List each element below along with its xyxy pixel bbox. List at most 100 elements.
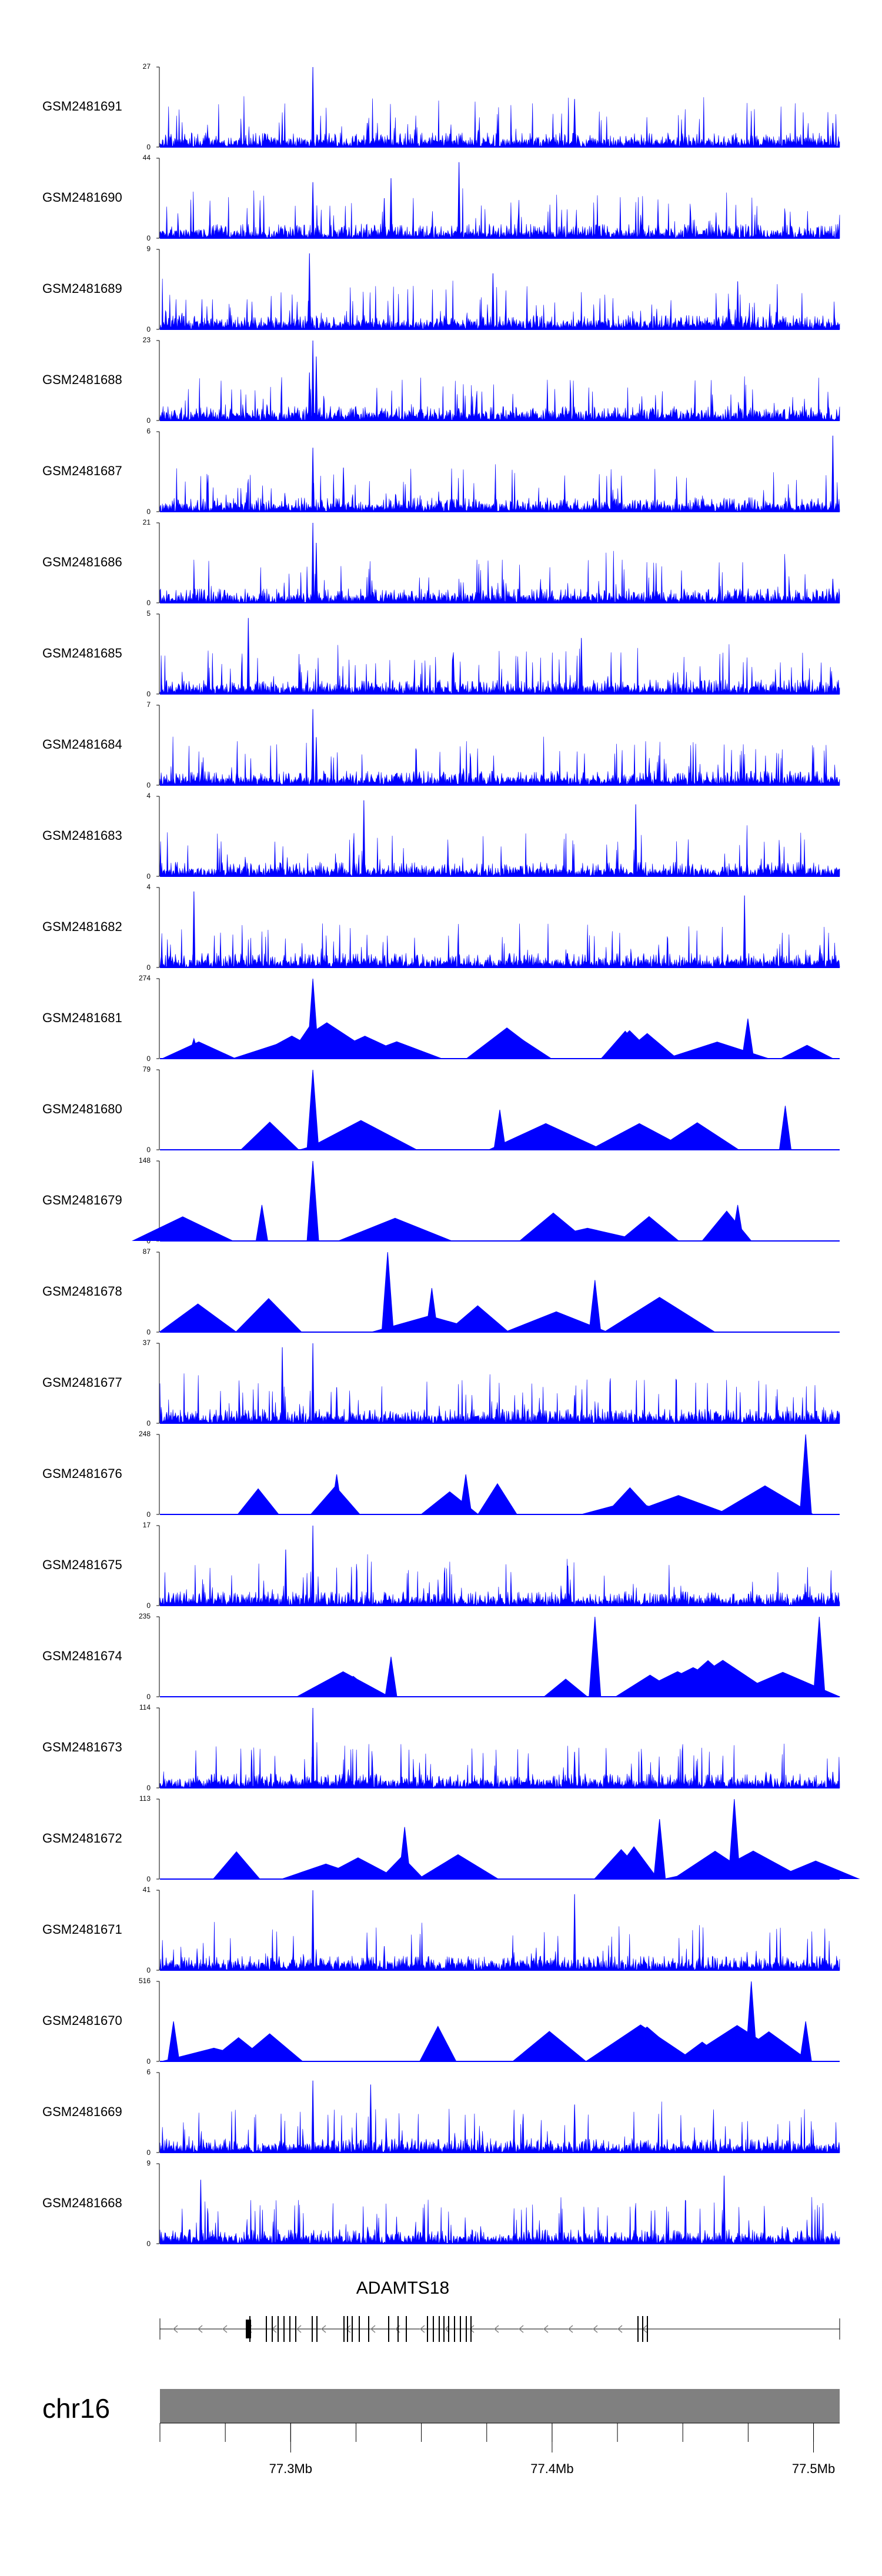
coverage-mound [419, 2026, 457, 2061]
track-label: GSM2481688 [42, 372, 122, 387]
coverage-peak [779, 1106, 792, 1150]
coverage-mound [236, 2033, 303, 2061]
coverage-peak [311, 448, 315, 512]
track-plot: 90 [146, 246, 840, 333]
track-label: GSM2481687 [42, 463, 122, 478]
y-max-label: 79 [143, 1066, 151, 1073]
track-label: GSM2481685 [42, 646, 122, 660]
gene-exon [406, 2316, 407, 2342]
gene-exon [448, 2316, 449, 2342]
gene-exon [272, 2316, 273, 2342]
track-GSM2481677: GSM2481677 37 0 [0, 1340, 882, 1431]
gene-exon [312, 2316, 313, 2342]
coverage-mound [240, 1122, 299, 1150]
y-max-label: 114 [139, 1704, 151, 1711]
strand-arrow [419, 2325, 425, 2333]
coverage-peak [366, 123, 369, 148]
track-plot: 21 0 [143, 519, 840, 607]
y-max-label: 27 [143, 64, 151, 71]
coverage-area [159, 464, 840, 512]
coverage-mound [604, 1487, 656, 1514]
coverage-peak [246, 618, 250, 695]
y-min-label: 0 [146, 1601, 151, 1610]
track-GSM2481671: GSM2481671 41 0 [0, 1887, 882, 1978]
track-label: GSM2481681 [42, 1010, 122, 1025]
track-plot: 17 0 [143, 1522, 840, 1610]
track-label: GSM2481691 [42, 99, 122, 114]
track-label: GSM2481683 [42, 828, 122, 843]
coverage-peak [799, 2021, 812, 2062]
coverage-mound [132, 1216, 234, 1241]
y-max-label: 17 [143, 1522, 151, 1529]
track-GSM2481668: GSM2481668 9 0 [0, 2160, 882, 2251]
gene-exon [278, 2316, 279, 2342]
coverage-peak [311, 182, 315, 239]
coverage-peak [398, 1827, 411, 1880]
y-max-label: 4 [146, 884, 151, 891]
track-GSM2481685: GSM2481685 5 0 [0, 610, 882, 702]
track-plot: 23 0 [143, 337, 840, 425]
coverage-peak [311, 1890, 315, 1971]
coverage-mound [593, 2031, 693, 2061]
coverage-peak [457, 162, 461, 239]
coverage-mound [350, 1041, 443, 1059]
gene-exon [433, 2316, 434, 2342]
track-GSM2481670: GSM2481670 516 0 [0, 1978, 882, 2069]
coverage-peak [311, 1525, 315, 1606]
coverage-mound [490, 1038, 552, 1059]
y-max-label: 41 [143, 1887, 151, 1894]
coverage-mound [716, 1485, 814, 1514]
gene-exon [266, 2316, 267, 2342]
y-min-label: 0 [146, 2240, 151, 2248]
chromosome-ideogram: 77.3Mb 77.4Mb 77.5Mb [0, 2388, 882, 2505]
track-label: GSM2481680 [42, 1102, 122, 1116]
coverage-area [159, 644, 840, 695]
track-label: GSM2481675 [42, 1557, 122, 1572]
coverage-peak [369, 2084, 372, 2153]
coverage-area [159, 278, 840, 330]
track-GSM2481690: GSM2481690 44 0 [0, 155, 882, 246]
y-min-label: 0 [146, 1693, 151, 1701]
gene-model-svg: ADAMTS18 [159, 2278, 840, 2342]
x-tick-label: 77.4Mb [530, 2461, 573, 2476]
x-tick-label: 77.5Mb [792, 2461, 835, 2476]
y-max-label: 9 [146, 2160, 151, 2167]
coverage-peak [311, 1707, 315, 1788]
coverage-peak [722, 2175, 726, 2244]
coverage-area [159, 188, 840, 239]
coverage-mound [700, 1850, 806, 1879]
x-tick-label: 77.3Mb [269, 2461, 312, 2476]
y-min-label: 0 [146, 1055, 151, 1063]
y-min-label: 0 [146, 1328, 151, 1336]
coverage-peak [284, 1549, 288, 1606]
y-min-label: 0 [146, 1966, 151, 1974]
coverage-mound [780, 1045, 834, 1059]
coverage-peak [311, 522, 315, 603]
coverage-peak [573, 1894, 576, 1971]
strand-arrow [222, 2325, 228, 2333]
y-max-label: 113 [139, 1796, 151, 1803]
coverage-mound [296, 1671, 390, 1697]
coverage-peak [308, 372, 311, 421]
track-label: GSM2481673 [42, 1740, 122, 1754]
gene-exon [460, 2316, 461, 2342]
coverage-peak [308, 253, 311, 330]
track-label: GSM2481684 [42, 737, 122, 752]
gene-model-track: ADAMTS18 [0, 2270, 882, 2364]
track-plot: 27 0 [143, 64, 840, 151]
track-GSM2481691: GSM2481691 27 0 [0, 64, 882, 155]
gene-exon [368, 2316, 369, 2342]
gene-exon [246, 2320, 251, 2338]
y-max-label: 6 [146, 428, 151, 435]
coverage-peak [255, 1204, 268, 1242]
track-plot: 44 0 [143, 155, 840, 242]
coverage-peak [382, 198, 386, 239]
y-max-label: 148 [139, 1157, 151, 1164]
y-min-label: 0 [146, 599, 151, 607]
coverage-mound [317, 1857, 399, 1879]
y-min-label: 0 [146, 2148, 151, 2157]
track-label: GSM2481668 [42, 2195, 122, 2210]
coverage-mound [655, 1122, 740, 1150]
track-GSM2481673: GSM2481673 114 0 [0, 1704, 882, 1796]
track-plot: 516 0 [139, 1978, 840, 2066]
